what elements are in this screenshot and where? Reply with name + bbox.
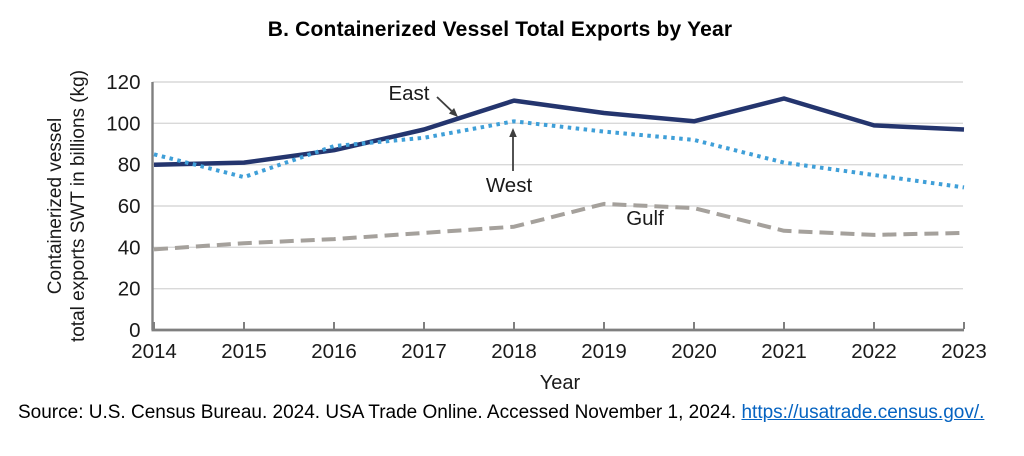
annotation-label-gulf: Gulf <box>626 207 664 230</box>
source-text: Source: U.S. Census Bureau. 2024. USA Tr… <box>18 402 742 423</box>
chart-title: B. Containerized Vessel Total Exports by… <box>267 18 733 41</box>
y-tick-label-20: 20 <box>118 278 141 301</box>
x-tick-label-2016: 2016 <box>311 340 357 363</box>
x-tick-label-2015: 2015 <box>221 340 267 363</box>
x-tick-label-2017: 2017 <box>401 340 447 363</box>
y-tick-label-0: 0 <box>129 319 140 342</box>
x-tick-label-2023: 2023 <box>941 340 987 363</box>
x-tick-label-2019: 2019 <box>581 340 627 363</box>
x-tick-label-2020: 2020 <box>671 340 717 363</box>
y-tick-label-120: 120 <box>106 71 140 94</box>
series-line-gulf <box>153 201 965 252</box>
series-line-west <box>153 119 965 190</box>
annotation-label-west: West <box>486 174 533 197</box>
annotation-arrowhead-east <box>448 108 458 117</box>
annotation-label-east: East <box>388 82 429 105</box>
y-tick-label-40: 40 <box>118 236 141 259</box>
y-tick-label-60: 60 <box>118 195 141 218</box>
x-axis-label: Year <box>539 372 581 394</box>
annotation-arrowhead-west <box>509 128 517 137</box>
x-tick-label-2021: 2021 <box>761 340 807 363</box>
y-tick-label-100: 100 <box>106 112 140 135</box>
source-line: Source: U.S. Census Bureau. 2024. USA Tr… <box>18 402 1018 424</box>
series-line-east <box>153 96 965 167</box>
y-tick-label-80: 80 <box>118 154 141 177</box>
annotation-arrow-shaft-east <box>436 96 453 112</box>
source-link[interactable]: https://usatrade.census.gov/. <box>741 402 985 423</box>
x-tick-label-2022: 2022 <box>851 340 897 363</box>
x-tick-label-2014: 2014 <box>131 340 177 363</box>
x-tick-label-2018: 2018 <box>491 340 537 363</box>
